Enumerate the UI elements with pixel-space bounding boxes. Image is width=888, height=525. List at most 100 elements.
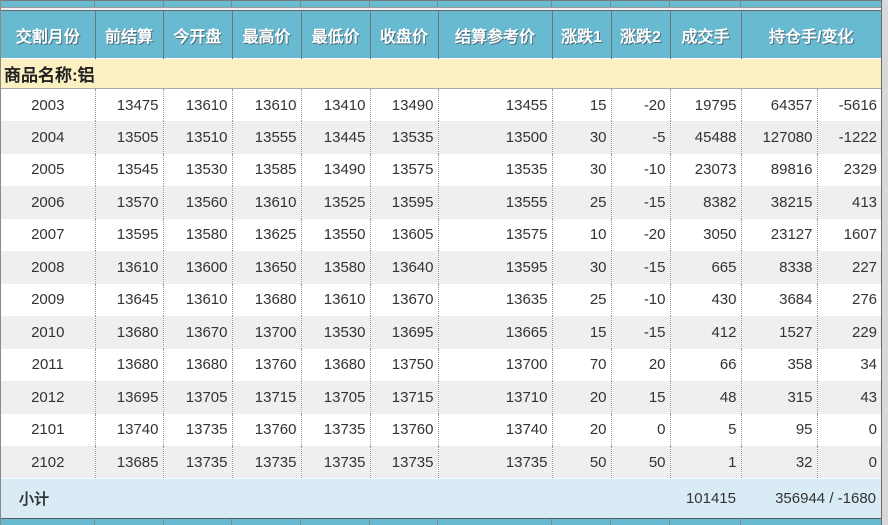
- table-row: 2101 13740 13735 13760 13735 13760 13740…: [1, 413, 882, 446]
- cell-low: 13610: [301, 283, 371, 316]
- cell-change-2: -20: [611, 218, 671, 251]
- cell-high: 13650: [232, 251, 302, 284]
- cell-change-2: 0: [611, 413, 671, 446]
- cell-high: 13625: [232, 218, 302, 251]
- table-row: 2009 13645 13610 13680 13610 13670 13635…: [1, 283, 882, 316]
- strip-cell: [164, 1, 232, 7]
- cell-change-1: 20: [552, 381, 612, 414]
- cell-open: 13530: [163, 153, 233, 186]
- cell-delivery-month: 2102: [1, 446, 96, 479]
- cell-open: 13560: [163, 186, 233, 219]
- cell-prev-settle: 13570: [95, 186, 164, 219]
- table-row: 2006 13570 13560 13610 13525 13595 13555…: [1, 186, 882, 219]
- strip-cell: [1, 1, 95, 7]
- cell-prev-settle: 13610: [95, 251, 164, 284]
- cell-high: 13610: [232, 88, 302, 121]
- strip-cell: [741, 1, 881, 7]
- cell-change-2: -15: [611, 186, 671, 219]
- cell-prev-settle: 13740: [95, 413, 164, 446]
- cell-change-1: 25: [552, 283, 612, 316]
- cell-prev-settle: 13595: [95, 218, 164, 251]
- column-header: 涨跌2: [611, 10, 671, 59]
- cell-volume: 5: [670, 413, 742, 446]
- cell-open-interest: 358: [741, 348, 818, 381]
- section-gap: [1, 8, 881, 10]
- column-header: 交割月份: [1, 10, 96, 59]
- cell-prev-settle: 13685: [95, 446, 164, 479]
- strip-cell: [552, 1, 611, 7]
- cell-low: 13735: [301, 446, 371, 479]
- cell-low: 13680: [301, 348, 371, 381]
- cell-settle-reference: 13665: [438, 316, 553, 349]
- cell-settle-reference: 13635: [438, 283, 553, 316]
- cell-change-2: -15: [611, 251, 671, 284]
- cell-delivery-month: 2010: [1, 316, 96, 349]
- cell-delivery-month: 2012: [1, 381, 96, 414]
- cell-low: 13530: [301, 316, 371, 349]
- cell-low: 13490: [301, 153, 371, 186]
- table-row: 2102 13685 13735 13735 13735 13735 13735…: [1, 446, 882, 479]
- cell-delivery-month: 2003: [1, 88, 96, 121]
- cell-open-interest: 64357: [741, 88, 818, 121]
- previous-section-edge: [1, 0, 881, 8]
- cell-close: 13670: [370, 283, 439, 316]
- cell-open-interest: 315: [741, 381, 818, 414]
- cell-open-interest-change: 0: [868, 421, 878, 439]
- cell-volume: 48: [670, 381, 742, 414]
- column-header: 今开盘: [163, 10, 233, 59]
- cell-open: 13510: [163, 121, 233, 154]
- cell-settle-reference: 13595: [438, 251, 553, 284]
- cell-low: 13705: [301, 381, 371, 414]
- cell-prev-settle: 13645: [95, 283, 164, 316]
- strip-cell: [741, 519, 881, 525]
- strip-cell: [232, 1, 301, 7]
- cell-open-interest: 23127: [741, 218, 818, 251]
- strip-cell: [370, 518, 438, 525]
- cell-change-2: -10: [611, 283, 671, 316]
- table-row: 2003 13475 13610 13610 13410 13490 13455…: [1, 88, 882, 121]
- cell-delivery-month: 2005: [1, 153, 96, 186]
- cell-open-interest: 95: [741, 413, 818, 446]
- subtotal-row: 小计 101415 356944 / -1680: [1, 478, 882, 518]
- strip-cell: [438, 1, 552, 7]
- cell-change-2: -10: [611, 153, 671, 186]
- cell-prev-settle: 13505: [95, 121, 164, 154]
- table-row: 2004 13505 13510 13555 13445 13535 13500…: [1, 121, 882, 154]
- column-header: 最高价: [232, 10, 302, 59]
- cell-settle-reference: 13555: [438, 186, 553, 219]
- cell-high: 13760: [232, 413, 302, 446]
- strip-cell: [95, 1, 164, 7]
- column-header: 结算参考价: [438, 10, 553, 59]
- subtotal-label: 小计: [1, 478, 670, 518]
- cell-open: 13600: [163, 251, 233, 284]
- cell-change-2: -5: [611, 121, 671, 154]
- table-body: 2003 13475 13610 13610 13410 13490 13455…: [1, 88, 882, 479]
- strip-cell: [611, 1, 670, 7]
- strip-cell: [370, 1, 438, 7]
- cell-delivery-month: 2004: [1, 121, 96, 154]
- cell-volume: 412: [670, 316, 742, 349]
- cell-high: 13585: [232, 153, 302, 186]
- cell-change-2: -15: [611, 316, 671, 349]
- cell-settle-reference: 13500: [438, 121, 553, 154]
- cell-close: 13535: [370, 121, 439, 154]
- strip-cell: [301, 518, 370, 525]
- column-header: 持仓手/变化: [741, 10, 882, 59]
- scrollbar-track[interactable]: [881, 0, 888, 525]
- cell-change-2: -20: [611, 88, 671, 121]
- cell-change-2: 15: [611, 381, 671, 414]
- cell-open-interest-change: 413: [851, 193, 878, 211]
- strip-cell: [232, 518, 301, 525]
- cell-settle-reference: 13575: [438, 218, 553, 251]
- subtotal-volume: 101415: [670, 478, 741, 518]
- cell-open-interest: 3684: [741, 283, 818, 316]
- cell-open: 13735: [163, 413, 233, 446]
- cell-change-2: 20: [611, 348, 671, 381]
- strip-cell: [95, 518, 164, 525]
- cell-volume: 23073: [670, 153, 742, 186]
- column-header: 成交手: [670, 10, 742, 59]
- strip-cell: [670, 518, 741, 525]
- cell-open: 13705: [163, 381, 233, 414]
- cell-open-interest: 38215: [741, 186, 818, 219]
